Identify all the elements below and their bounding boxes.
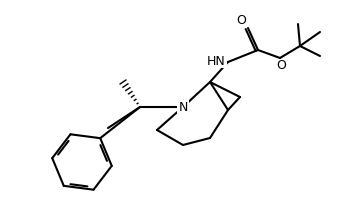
Text: O: O [276,59,286,72]
Text: HN: HN [207,55,226,67]
Text: N: N [178,101,188,113]
Text: O: O [236,14,246,27]
